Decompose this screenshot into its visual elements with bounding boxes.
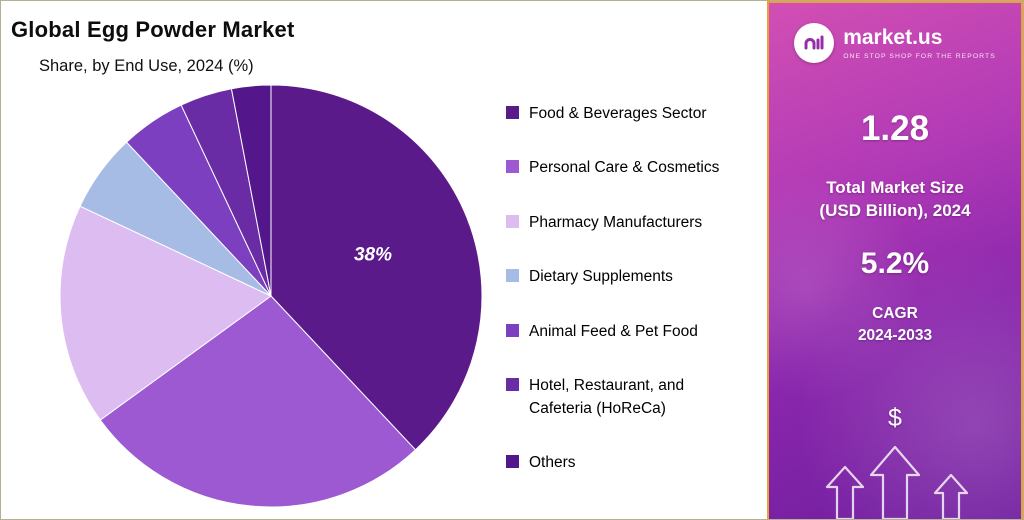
pie-slice xyxy=(59,205,272,421)
brand-text: market.us ONE STOP SHOP FOR THE REPORTS xyxy=(843,26,996,59)
legend-label: Dietary Supplements xyxy=(529,268,673,286)
chart-area: Global Egg Powder Market Share, by End U… xyxy=(1,1,767,519)
legend-swatch xyxy=(506,455,519,469)
chart-subtitle: Share, by End Use, 2024 (%) xyxy=(39,57,254,75)
cagr-label: CAGR 2024-2033 xyxy=(769,303,1021,346)
legend-label: Pharmacy Manufacturers xyxy=(529,213,703,231)
legend-swatch xyxy=(506,160,519,174)
legend-item: Personal Care & Cosmetics xyxy=(506,157,734,179)
brand-tagline: ONE STOP SHOP FOR THE REPORTS xyxy=(843,52,996,60)
market-size-value: 1.28 xyxy=(860,109,930,148)
legend-item: Food & Beverages Sector xyxy=(506,103,734,125)
dollar-icon: $ xyxy=(888,404,902,432)
brand-logo: market.us ONE STOP SHOP FOR THE REPORTS xyxy=(769,23,1021,63)
legend-label: Animal Feed & Pet Food xyxy=(529,322,698,340)
legend-swatch xyxy=(506,378,519,392)
legend-item: Others xyxy=(506,452,734,474)
legend-swatch xyxy=(506,106,519,119)
legend-label: Food & Beverages Sector xyxy=(529,105,707,122)
legend-item: Dietary Supplements xyxy=(506,266,734,288)
cagr-value: 5.2% xyxy=(860,246,930,280)
cagr-label-line2: 2024-2033 xyxy=(857,326,933,344)
market-size-label-line2: (USD Billion), 2024 xyxy=(819,200,971,220)
chart-legend: Food & Beverages Sector Personal Care & C… xyxy=(506,103,734,475)
legend-item: Hotel, Restaurant, and Cafeteria (HoReCa… xyxy=(506,375,734,420)
pie-slice xyxy=(270,84,483,451)
brand-side-panel: market.us ONE STOP SHOP FOR THE REPORTS … xyxy=(767,1,1023,519)
legend-label: Others xyxy=(529,454,576,472)
legend-label: Hotel, Restaurant, and Cafeteria (HoReCa… xyxy=(529,377,685,417)
legend-swatch xyxy=(506,214,519,228)
legend-swatch xyxy=(506,269,519,283)
legend-label: Personal Care & Cosmetics xyxy=(529,159,720,177)
brand-name: market.us xyxy=(843,26,943,50)
growth-arrows-icon xyxy=(825,445,969,519)
market-size-label-line1: Total Market Size xyxy=(826,178,964,197)
legend-item: Pharmacy Manufacturers xyxy=(506,212,734,234)
market-us-logo-icon xyxy=(794,23,835,63)
cagr-label-line1: CAGR xyxy=(872,304,918,322)
chart-title: Global Egg Powder Market xyxy=(11,17,295,42)
legend-item: Animal Feed & Pet Food xyxy=(506,321,734,343)
market-size-label: Total Market Size (USD Billion), 2024 xyxy=(769,177,1021,223)
pie-data-label: 38% xyxy=(354,245,392,266)
pie-slice xyxy=(230,84,272,297)
legend-swatch xyxy=(506,323,519,337)
pie-slice xyxy=(99,295,417,508)
pie-chart: 38% xyxy=(59,84,483,508)
